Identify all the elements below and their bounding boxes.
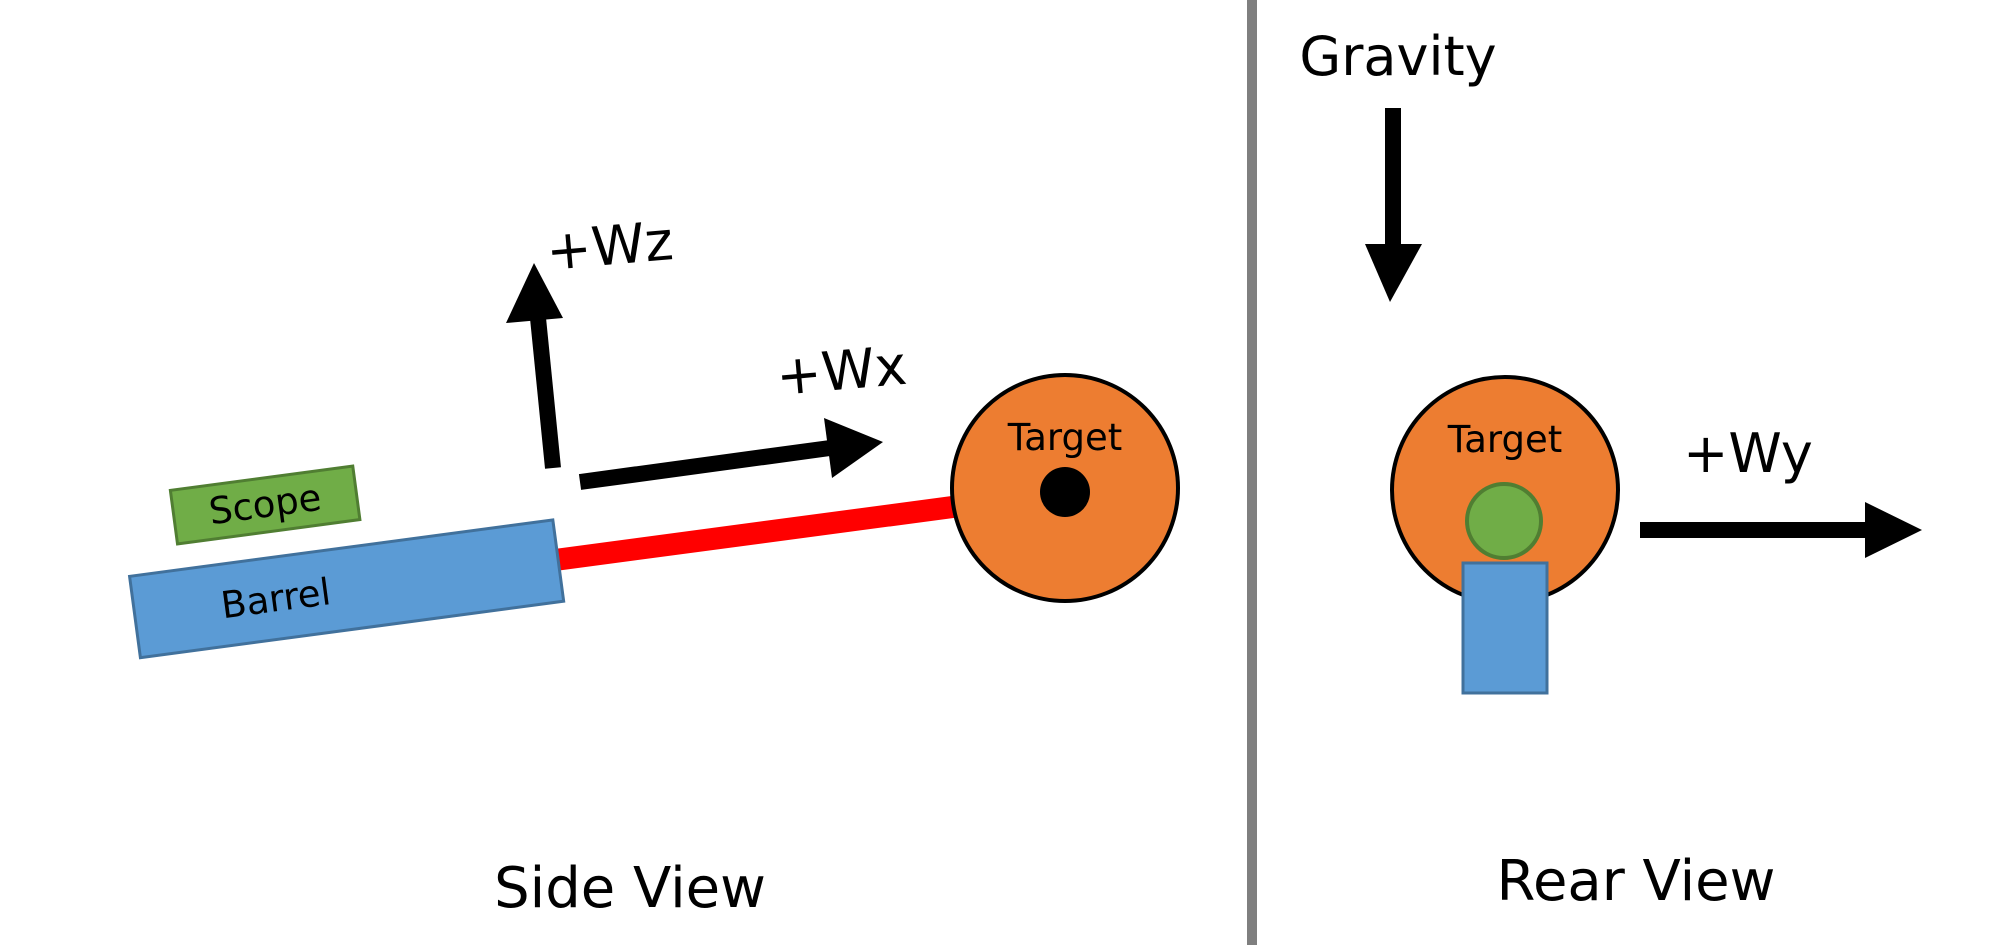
wx-axis-label: +Wx xyxy=(774,334,910,408)
side-view: Target Scope Barrel +Wz +Wx Side View xyxy=(127,209,1180,921)
view-divider xyxy=(1247,0,1257,945)
rear-barrel xyxy=(1461,561,1549,695)
wz-arrow xyxy=(506,263,563,469)
barrel: Barrel xyxy=(127,518,566,660)
impact-point xyxy=(1040,467,1090,517)
scope: Scope xyxy=(168,464,362,546)
wx-arrow xyxy=(578,418,883,490)
rear-target-label: Target xyxy=(1447,418,1562,461)
rear-scope xyxy=(1465,482,1543,560)
wz-axis-label: +Wz xyxy=(544,209,676,283)
rear-view-caption: Rear View xyxy=(1497,849,1776,914)
gravity-label: Gravity xyxy=(1299,25,1496,88)
side-target-label: Target xyxy=(1007,416,1122,459)
gravity-arrow xyxy=(1365,108,1422,302)
wy-arrow xyxy=(1640,502,1922,558)
wy-axis-label: +Wy xyxy=(1683,422,1813,485)
rear-view: Gravity Target +Wy Rear View xyxy=(1299,25,1922,914)
side-view-caption: Side View xyxy=(494,856,766,921)
